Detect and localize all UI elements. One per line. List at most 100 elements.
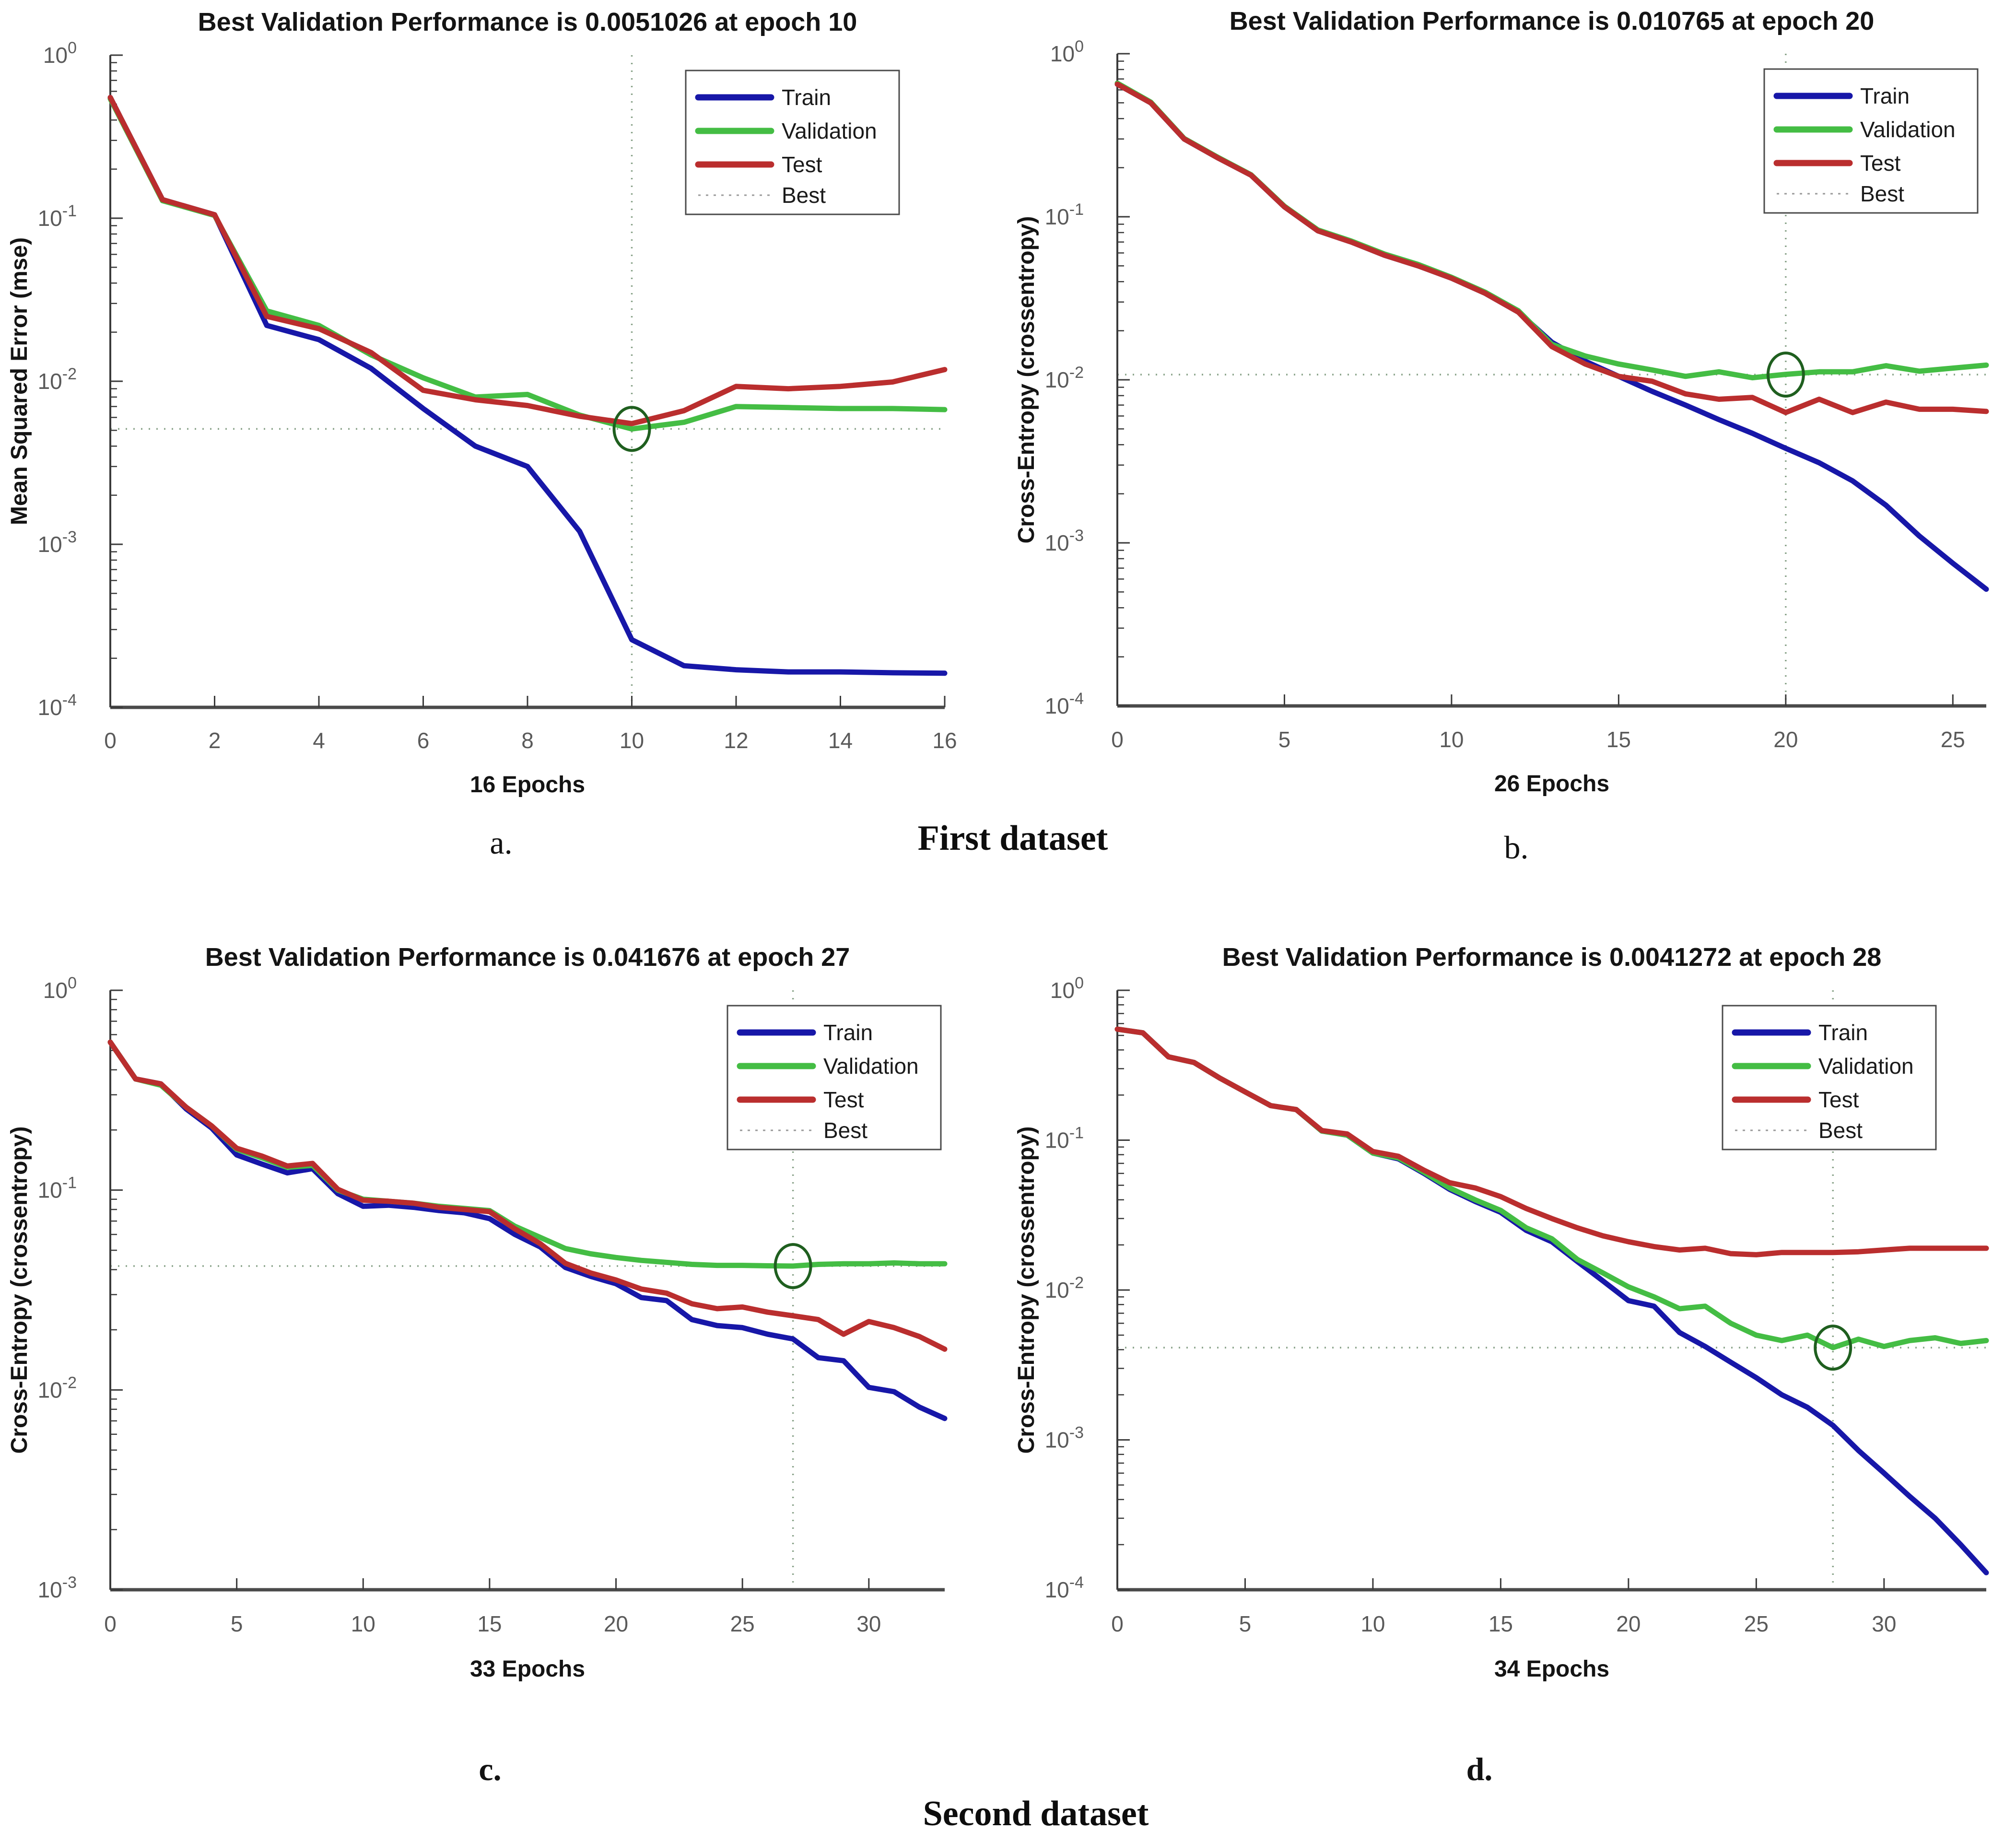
caption-a: a. [490,824,513,861]
x-axis-label: 34 Epochs [1494,1656,1609,1682]
x-tick-label: 20 [1616,1611,1641,1636]
performance-chart-c: Best Validation Performance is 0.041676 … [0,935,1007,1726]
x-tick-label: 15 [477,1611,502,1636]
x-tick-label: 20 [1773,727,1798,752]
legend-label-validation: Validation [1860,117,1956,142]
figure-row-1: Best Validation Performance is 0.0051026… [0,0,2016,815]
figure-panel-d: Best Validation Performance is 0.0041272… [1007,935,2016,1726]
chart-svg-b: Best Validation Performance is 0.010765 … [1014,7,1989,797]
x-tick-label: 5 [1278,727,1291,752]
legend-label-best: Best [823,1118,867,1143]
x-tick-label: 16 [932,728,957,753]
test-line [107,1039,948,1352]
legend-label-best: Best [782,183,826,208]
y-tick-label: 10-1 [38,1174,77,1203]
x-tick-label: 0 [104,1611,117,1636]
x-tick-label: 20 [604,1611,628,1636]
caption-b: b. [1504,829,1529,866]
y-axis-label: Mean Squared Error (mse) [7,237,32,525]
y-tick-label: 10-3 [38,1573,77,1602]
x-tick-label: 6 [417,728,430,753]
x-tick-label: 8 [521,728,534,753]
best-point-marker [1814,1325,1852,1371]
x-tick-label: 25 [1744,1611,1769,1636]
legend: Train Validation Test Best [1722,1005,1937,1150]
figure-panel-a: Best Validation Performance is 0.0051026… [0,0,1007,815]
legend-label-test: Test [1818,1087,1859,1112]
figure-panel-c: Best Validation Performance is 0.041676 … [0,935,1007,1726]
legend-label-validation: Validation [1818,1054,1914,1079]
x-tick-label: 14 [828,728,853,753]
y-tick-label: 10-1 [38,202,77,231]
legend-label-validation: Validation [823,1054,919,1079]
x-tick-label: 0 [104,728,117,753]
y-tick-label: 100 [43,974,77,1003]
train-line [107,1039,948,1421]
y-axis-label: Cross-Entropy (crossentropy) [7,1126,32,1454]
x-tick-label: 25 [1941,727,1965,752]
chart-title: Best Validation Performance is 0.041676 … [205,943,850,972]
figure-row-2: Best Validation Performance is 0.041676 … [0,935,2016,1726]
y-axis-label: Cross-Entropy (crossentropy) [1014,1126,1039,1454]
legend-label-test: Test [823,1087,864,1112]
chart-title: Best Validation Performance is 0.010765 … [1230,7,1875,35]
x-tick-label: 10 [1360,1611,1385,1636]
x-tick-label: 2 [209,728,221,753]
y-tick-label: 10-4 [38,691,77,720]
performance-chart-d: Best Validation Performance is 0.0041272… [1007,935,2016,1726]
y-tick-label: 10-2 [38,365,77,394]
caption-row-1: a. First dataset b. [0,815,2016,935]
legend-label-train: Train [1860,83,1910,108]
x-tick-label: 30 [856,1611,881,1636]
performance-chart-b: Best Validation Performance is 0.010765 … [1007,0,2016,815]
legend-label-best: Best [1860,181,1904,206]
x-axis-label: 16 Epochs [470,772,585,798]
y-tick-label: 10-3 [1045,1424,1084,1453]
chart-svg-d: Best Validation Performance is 0.0041272… [1014,943,1989,1682]
train-line [107,94,948,676]
x-tick-label: 15 [1606,727,1631,752]
caption-row-2: c. d. Second dataset [0,1726,2016,1842]
legend: Train Validation Test Best [727,1005,942,1150]
test-line [107,94,948,426]
y-tick-label: 10-3 [1045,527,1084,555]
best-point-marker [1766,352,1805,398]
caption-second-dataset: Second dataset [923,1794,1149,1833]
x-axis-label: 26 Epochs [1494,771,1609,797]
y-tick-label: 10-1 [1045,1124,1084,1153]
y-tick-label: 10-1 [1045,200,1084,229]
best-point-marker [774,1243,812,1290]
caption-d: d. [1466,1751,1493,1787]
test-line [1114,82,1989,415]
legend: Train Validation Test Best [1763,68,1979,214]
y-tick-label: 100 [43,39,77,68]
y-tick-label: 100 [1050,974,1084,1003]
chart-svg-c: Best Validation Performance is 0.041676 … [7,943,948,1682]
legend-label-test: Test [1860,151,1901,176]
x-tick-label: 30 [1872,1611,1896,1636]
y-tick-label: 10-2 [38,1373,77,1402]
y-tick-label: 10-4 [1045,1573,1084,1602]
x-tick-label: 10 [620,728,644,753]
test-line [1114,1026,1989,1257]
x-tick-label: 12 [724,728,748,753]
x-tick-label: 10 [351,1611,375,1636]
legend-label-train: Train [1818,1020,1868,1045]
x-tick-label: 15 [1489,1611,1513,1636]
x-axis-label: 33 Epochs [470,1656,585,1682]
y-tick-label: 10-4 [1045,690,1084,718]
legend-label-train: Train [782,85,831,110]
chart-svg-a: Best Validation Performance is 0.0051026… [7,8,957,798]
chart-title: Best Validation Performance is 0.0041272… [1222,943,1882,972]
legend: Train Validation Test Best [685,70,900,215]
x-tick-label: 10 [1439,727,1464,752]
legend-label-validation: Validation [782,118,877,143]
legend-label-test: Test [782,152,822,177]
y-tick-label: 10-2 [1045,1274,1084,1302]
y-tick-label: 10-2 [1045,364,1084,392]
x-tick-label: 0 [1111,727,1124,752]
caption-c: c. [479,1751,502,1787]
legend-label-best: Best [1818,1118,1863,1143]
chart-title: Best Validation Performance is 0.0051026… [198,8,857,36]
